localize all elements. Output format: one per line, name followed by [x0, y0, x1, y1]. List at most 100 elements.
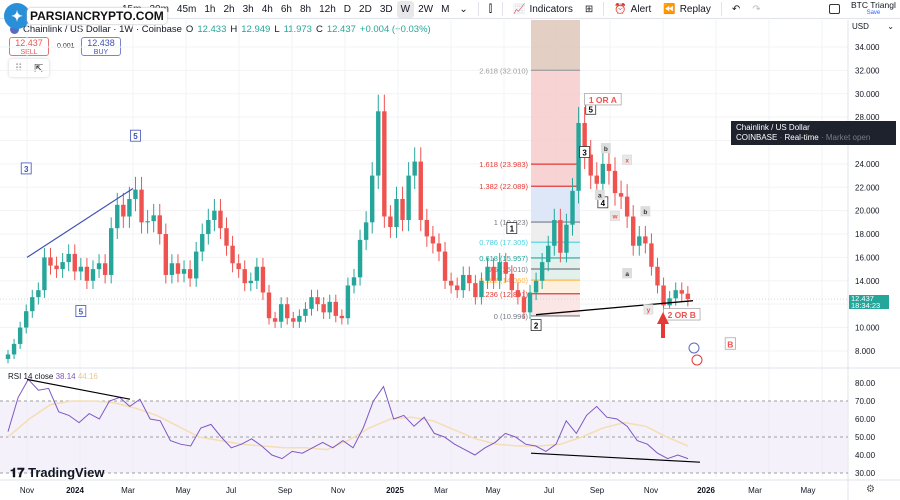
candle-body	[357, 239, 363, 278]
rsi-band	[0, 401, 848, 473]
templates-icon[interactable]: ⊞	[584, 3, 594, 15]
alert-button[interactable]: ⏰ Alert	[608, 4, 657, 15]
candle-body	[546, 245, 551, 263]
candle-body	[278, 304, 284, 322]
wave-label: x	[625, 158, 629, 165]
time-tick: Nov	[644, 486, 658, 495]
undo-icon[interactable]: ↶	[731, 3, 741, 15]
price-tick: 8.000	[855, 347, 876, 356]
wave-label-box	[584, 93, 622, 106]
time-tick: May	[485, 486, 500, 495]
cursor-icon[interactable]: ⇱	[34, 62, 44, 75]
last-price: 12.437	[851, 294, 874, 303]
candle-body	[509, 273, 515, 291]
candle-body	[351, 277, 357, 286]
wave-label-box	[506, 222, 518, 234]
candle-body	[606, 163, 612, 171]
wave-label-box	[594, 189, 605, 201]
divider	[603, 2, 605, 16]
timeframe-1h[interactable]: 1h	[204, 3, 216, 15]
fib-level-label: 0.786 (17.305)	[479, 238, 528, 247]
timeframe-2W[interactable]: 2W	[418, 3, 434, 15]
candle-body	[327, 301, 332, 313]
timeframe-W[interactable]: W	[396, 0, 415, 18]
candle-body	[539, 262, 545, 281]
time-tick: Mar	[121, 486, 135, 495]
indicators-button[interactable]: 📈 Indicators	[507, 4, 579, 15]
wave-label-box	[579, 146, 591, 158]
symbol-icon	[10, 25, 19, 34]
timeframe-12h[interactable]: 12h	[319, 3, 336, 15]
rsi-tick: 40.00	[855, 451, 876, 460]
settings-gear-icon[interactable]: ⚙	[866, 484, 875, 495]
wave-label-box	[622, 268, 633, 279]
symbol-title[interactable]: Chainlink / US Dollar · 1W · Coinbase	[23, 24, 182, 35]
chevron-down-icon[interactable]: ⌄	[459, 3, 468, 15]
candle-body	[285, 304, 290, 319]
time-tick: Nov	[331, 486, 345, 495]
candle-body	[242, 269, 247, 284]
wave-label-box	[530, 319, 542, 331]
timeframe-6h[interactable]: 6h	[280, 3, 292, 15]
wave-label-box	[610, 210, 620, 222]
candle-body	[412, 161, 417, 176]
currency-selector[interactable]: USD ⌄	[852, 22, 898, 31]
rsi-legend[interactable]: RSI 14 close 38.14 44.16	[8, 372, 98, 381]
timeframe-2D[interactable]: 2D	[359, 3, 372, 15]
time-tick: Sep	[278, 486, 293, 495]
candle-body	[212, 210, 217, 221]
replay-button[interactable]: ⏪ Replay	[657, 4, 717, 15]
layout-name[interactable]: BTC Triangl Save	[851, 1, 896, 17]
candle-body	[24, 311, 29, 328]
candle-body	[461, 274, 466, 291]
wave-label-box	[600, 142, 611, 154]
replay-label: Replay	[679, 3, 711, 15]
timeframe-M[interactable]: M	[441, 3, 450, 15]
candle-body	[436, 243, 442, 252]
event-icon	[691, 354, 703, 366]
candle-body	[400, 198, 405, 221]
timeframe-45m[interactable]: 45m	[176, 3, 197, 15]
drag-handle-icon[interactable]: ⠿	[14, 62, 23, 75]
redo-icon[interactable]: ↷	[752, 3, 761, 15]
rsi-tick: 30.00	[855, 469, 876, 478]
candle-body	[448, 280, 454, 286]
fullscreen-icon[interactable]	[829, 4, 840, 14]
alert-label: Alert	[630, 3, 652, 15]
price-tick: 28.000	[855, 113, 880, 122]
timeframe-8h[interactable]: 8h	[299, 3, 312, 15]
timeframe-D[interactable]: D	[343, 3, 352, 15]
close-label: C	[315, 24, 323, 35]
candle-body	[618, 193, 624, 197]
candle-body	[570, 190, 575, 225]
candle-body	[187, 269, 193, 279]
candle-body	[42, 257, 47, 291]
candle-body	[236, 263, 241, 270]
timeframe-4h[interactable]: 4h	[261, 3, 273, 15]
divider	[720, 2, 722, 16]
candle-body	[96, 263, 102, 270]
candle-body	[260, 266, 266, 293]
indicators-label: Indicators	[529, 3, 573, 15]
timeframe-3D[interactable]: 3D	[379, 3, 393, 15]
candle-body	[60, 262, 65, 270]
timeframe-2h[interactable]: 2h	[223, 3, 235, 15]
logo-text: PARSIANCRYPTO.COM	[27, 8, 167, 24]
save-link[interactable]: Save	[866, 10, 881, 16]
price-tick: 24.000	[855, 160, 880, 169]
logo-icon: ✦	[4, 3, 30, 29]
candle-body	[17, 327, 23, 344]
rsi-tick: 80.00	[855, 379, 876, 388]
candle-type-icon[interactable]: ⫿	[488, 3, 493, 15]
candle-body	[345, 285, 351, 319]
timeframe-3h[interactable]: 3h	[242, 3, 254, 15]
time-tick: May	[800, 486, 815, 495]
candle-body	[491, 266, 496, 281]
top-toolbar: 15m30m45m1h2h3h4h6h8h12hD2D3DW2WM ⌄ ⫿ 📈I…	[0, 0, 900, 19]
rsi-divergence-line	[530, 452, 701, 463]
rsi-tick: 50.00	[855, 433, 876, 442]
rsi-tick: 60.00	[855, 415, 876, 424]
candle-body	[533, 280, 539, 293]
alarm-icon: ⏰	[614, 3, 627, 15]
